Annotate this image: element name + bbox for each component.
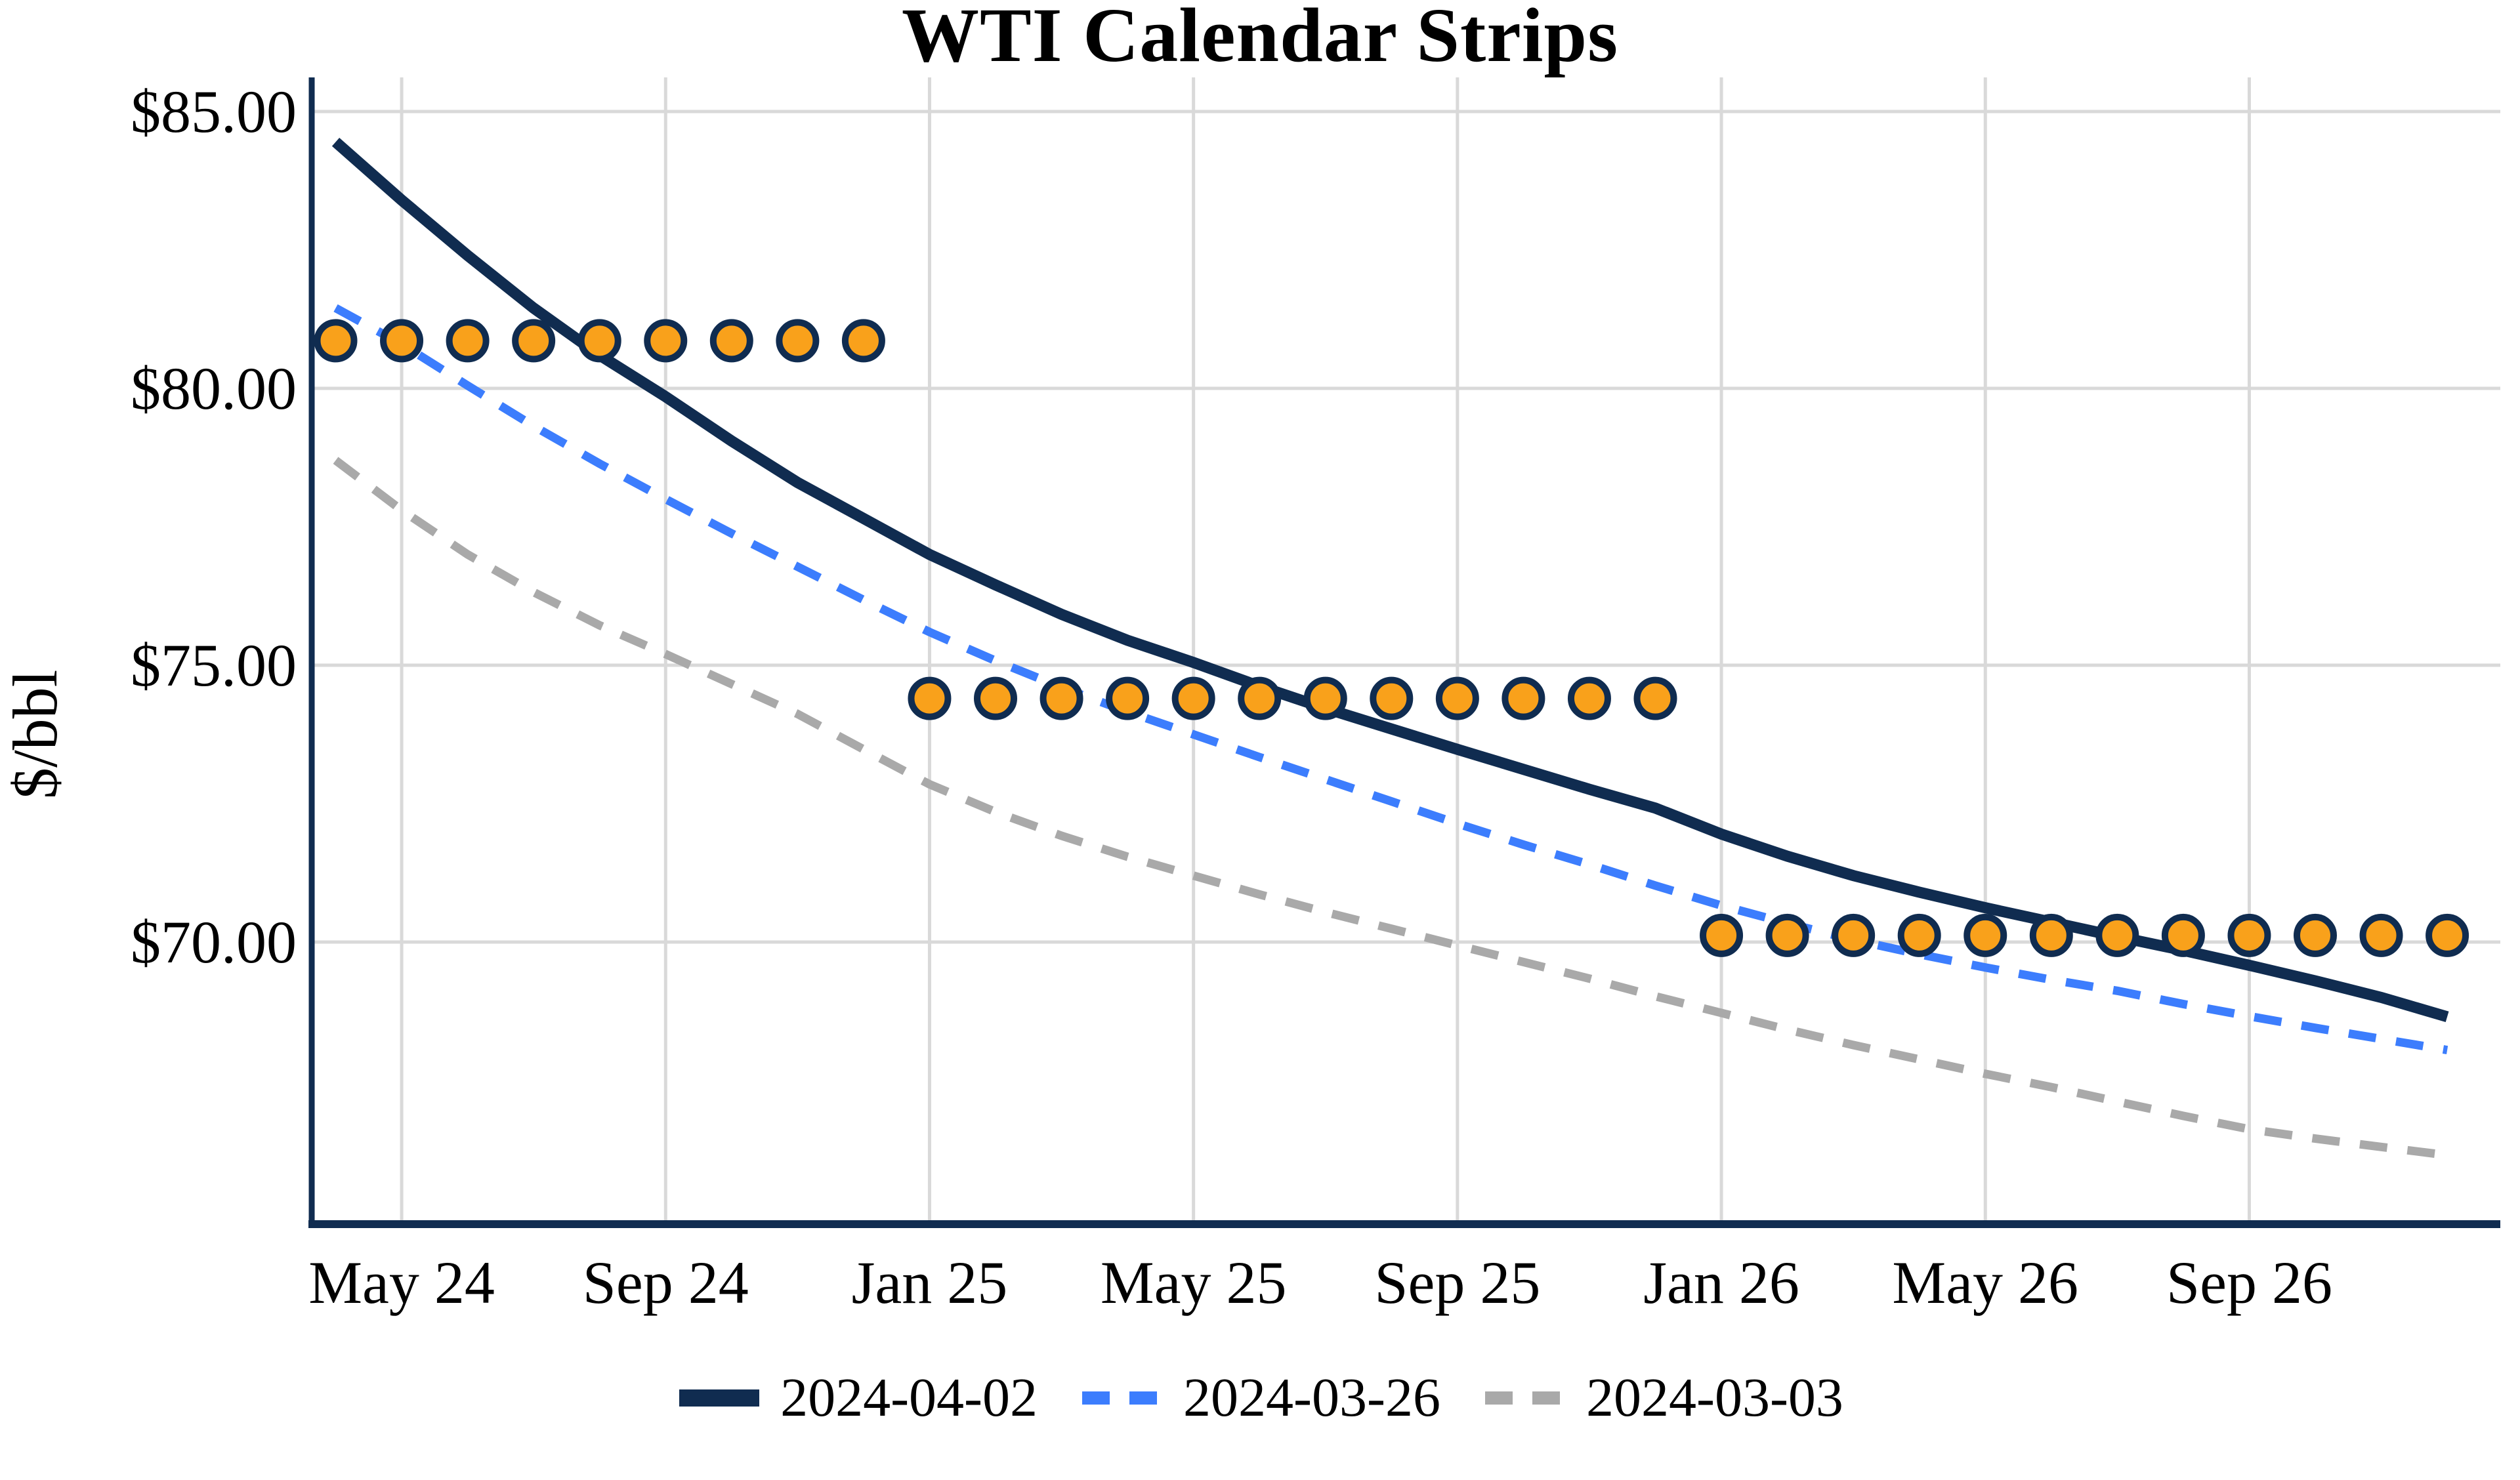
x-tick-label: May 26: [1892, 1249, 2078, 1316]
chart-title: WTI Calendar Strips: [901, 0, 1619, 78]
series-line-2024-03-03: [333, 457, 2448, 1160]
strip-marker: [1106, 676, 1150, 720]
series-line-2024-04-02: [331, 138, 2449, 1023]
strip-marker: [1303, 676, 1347, 720]
strip-marker: [1897, 913, 1941, 957]
strip-marker: [1633, 676, 1677, 720]
strip-marker: [1171, 676, 1215, 720]
series-line-2024-03-26: [333, 304, 2448, 1055]
x-tick-label: Sep 26: [2166, 1249, 2332, 1316]
strip-marker: [1040, 676, 1083, 720]
strip-marker: [841, 319, 885, 363]
legend-label: 2024-03-26: [1183, 1367, 1440, 1428]
y-tick-label: $80.00: [131, 355, 297, 422]
strip-marker: [1765, 913, 1809, 957]
x-tick-label: Jan 25: [852, 1249, 1008, 1316]
strip-marker: [1567, 676, 1611, 720]
strip-marker: [1502, 676, 1545, 720]
legend-swatch-dashed-gray: [1484, 1391, 1565, 1405]
strip-marker: [380, 319, 424, 363]
x-tick-label: Sep 25: [1374, 1249, 1540, 1316]
strip-marker: [2426, 913, 2469, 957]
strip-marker: [1435, 676, 1479, 720]
strip-marker: [974, 676, 1017, 720]
y-tick-label: $70.00: [131, 909, 297, 976]
legend-swatch-dashed-blue: [1082, 1391, 1163, 1405]
legend-swatch-solid-navy: [679, 1389, 760, 1407]
strip-marker: [776, 319, 820, 363]
legend-item-2024-03-26: 2024-03-26: [1080, 1362, 1440, 1434]
strip-marker: [1964, 913, 2007, 957]
legend-item-2024-03-03: 2024-03-03: [1482, 1362, 1843, 1434]
legend: 2024-04-02 2024-03-26 2024-03-03: [0, 1362, 2520, 1434]
strip-marker: [2029, 913, 2073, 957]
strip-marker: [2161, 913, 2205, 957]
legend-item-2024-04-02: 2024-04-02: [677, 1362, 1038, 1434]
strip-marker: [1238, 676, 1282, 720]
x-tick-label: May 25: [1101, 1249, 1287, 1316]
x-tick-label: Sep 24: [583, 1249, 749, 1316]
x-tick-label: May 24: [308, 1249, 495, 1316]
strip-marker: [2227, 913, 2271, 957]
strip-marker: [1700, 913, 1744, 957]
strip-marker: [314, 319, 358, 363]
legend-label: 2024-03-03: [1586, 1367, 1843, 1428]
y-tick-label: $75.00: [131, 632, 297, 699]
strip-marker: [2095, 913, 2139, 957]
strip-marker: [908, 676, 952, 720]
strip-marker: [2294, 913, 2337, 957]
strip-marker: [709, 319, 753, 363]
strip-marker: [644, 319, 688, 363]
strip-marker: [1370, 676, 1414, 720]
y-tick-label: $85.00: [131, 78, 297, 145]
x-tick-label: Jan 26: [1643, 1249, 1799, 1316]
legend-label: 2024-04-02: [780, 1367, 1038, 1428]
strip-marker: [2359, 913, 2403, 957]
strip-marker: [512, 319, 556, 363]
strip-marker: [446, 319, 490, 363]
strip-marker: [578, 319, 621, 363]
strip-marker: [1832, 913, 1876, 957]
